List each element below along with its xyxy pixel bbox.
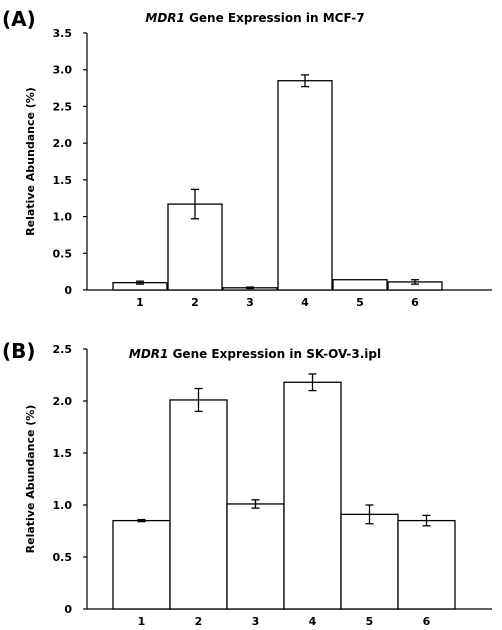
x-tick-label: 5 — [356, 296, 364, 309]
y-tick-label: 3.5 — [53, 27, 73, 40]
bar-5 — [332, 279, 388, 291]
x-tick-label: 2 — [195, 615, 203, 628]
chart-title-gene: MDR1 — [129, 347, 169, 361]
y-tick-label: 2.0 — [53, 395, 73, 408]
chart-title-rest: Gene Expression in SK-OV-3.ipl — [168, 347, 381, 361]
y-tick-label: 0 — [64, 284, 72, 297]
x-tick-label: 1 — [138, 615, 146, 628]
chart-title-gene: MDR1 — [145, 11, 185, 25]
bar-6 — [397, 519, 456, 610]
y-tick-label: 2.0 — [53, 137, 73, 150]
chart-panel-a: (A) MDR1 Gene Expression in MCF-7 Relative… — [2, 7, 492, 309]
bar-4 — [283, 381, 342, 610]
y-tick-label: 0.5 — [53, 247, 73, 260]
y-axis-label: Relative Abundance (%) — [24, 87, 37, 236]
y-axis-label: Relative Abundance (%) — [24, 405, 37, 554]
y-tick-label: 1.0 — [53, 211, 73, 224]
x-tick-label: 5 — [366, 615, 374, 628]
bar-5 — [340, 513, 399, 610]
x-tick-label: 2 — [191, 296, 199, 309]
bar-4 — [277, 80, 333, 291]
x-tick-label: 6 — [411, 296, 419, 309]
x-tick-label: 3 — [246, 296, 254, 309]
y-tick-label: 1.5 — [53, 174, 73, 187]
chart-title: MDR1 Gene Expression in MCF-7 — [145, 11, 364, 25]
y-tick-label: 1.5 — [53, 447, 73, 460]
x-tick-label: 1 — [136, 296, 144, 309]
y-tick-label: 3.0 — [53, 64, 73, 77]
y-tick-label: 2.5 — [53, 343, 73, 356]
bar-1 — [112, 519, 171, 610]
bar-2 — [169, 399, 228, 610]
x-tick-label: 4 — [309, 615, 317, 628]
chart-panel-b: (B) MDR1 Gene Expression in SK-OV-3.ipl Re… — [2, 339, 492, 628]
y-tick-label: 0.5 — [53, 551, 73, 564]
chart-title: MDR1 Gene Expression in SK-OV-3.ipl — [129, 347, 381, 361]
y-tick-label: 1.0 — [53, 499, 73, 512]
x-tick-label: 6 — [423, 615, 431, 628]
y-tick-label: 0 — [64, 603, 72, 616]
y-tick-label: 2.5 — [53, 100, 73, 113]
chart-title-rest: Gene Expression in MCF-7 — [185, 11, 365, 25]
x-tick-label: 3 — [252, 615, 260, 628]
bar-3 — [226, 503, 285, 610]
panel-label: (A) — [2, 7, 36, 31]
panel-label: (B) — [2, 339, 36, 363]
x-tick-label: 4 — [301, 296, 309, 309]
